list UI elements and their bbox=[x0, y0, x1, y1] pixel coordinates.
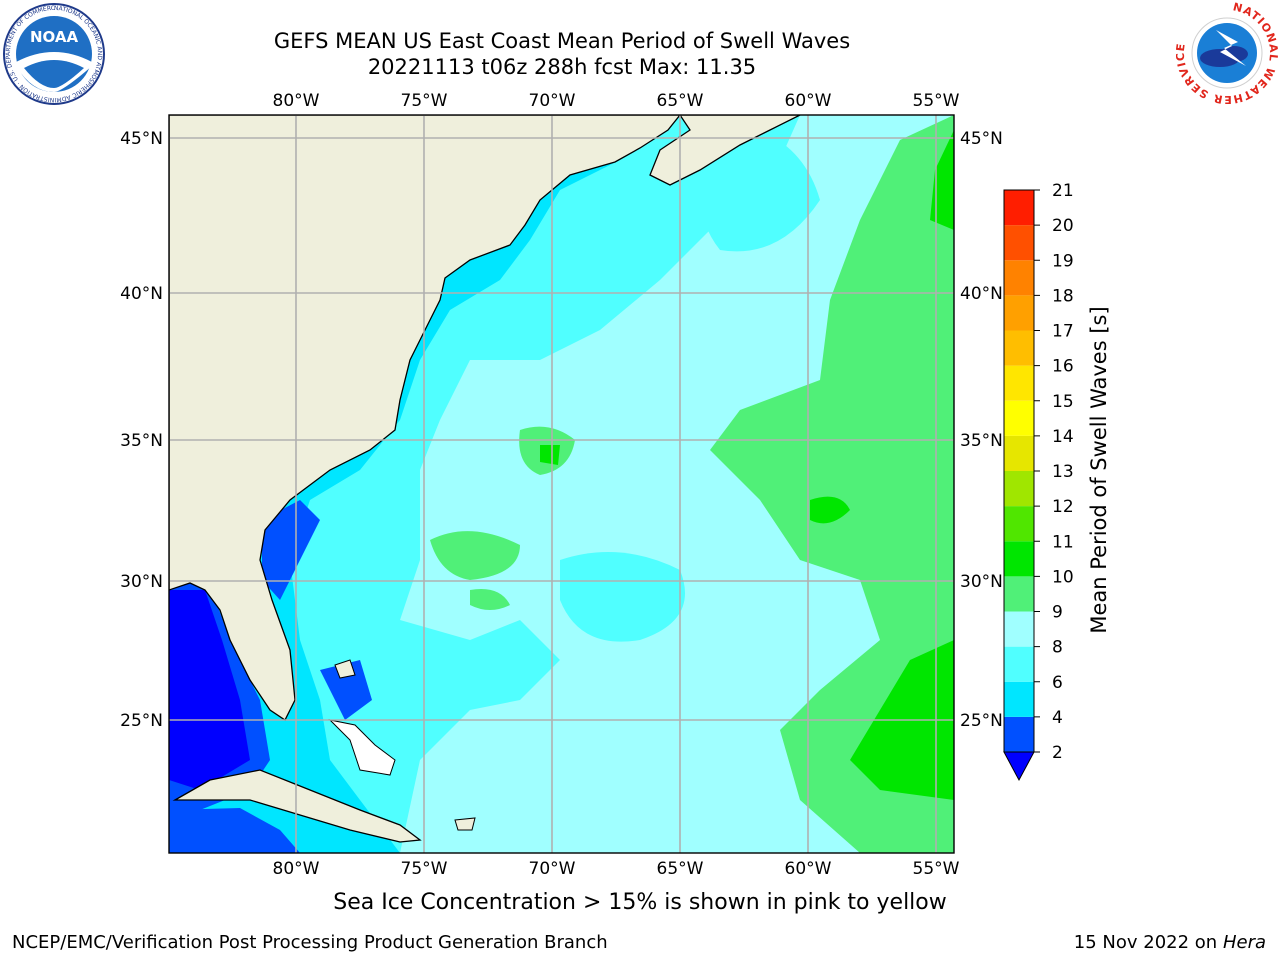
colorbar-tick-label: 10 bbox=[1052, 567, 1074, 587]
colorbar-tick-label: 15 bbox=[1052, 392, 1074, 412]
colorbar-label: Mean Period of Swell Waves [s] bbox=[1087, 306, 1111, 633]
swell-10-11-patch bbox=[810, 496, 850, 524]
svg-text:45°N: 45°N bbox=[960, 129, 1003, 149]
lat-labels-right: 45°N 40°N 35°N 30°N 25°N bbox=[960, 129, 1003, 731]
svg-text:80°W: 80°W bbox=[273, 91, 320, 111]
svg-text:65°W: 65°W bbox=[657, 859, 704, 879]
colorbar-segment bbox=[1004, 400, 1034, 436]
svg-text:40°N: 40°N bbox=[120, 284, 163, 304]
colorbar-extend-arrow bbox=[1003, 751, 1035, 782]
colorbar-tick-label: 2 bbox=[1052, 743, 1063, 763]
svg-text:25°N: 25°N bbox=[120, 711, 163, 731]
colorbar-segment bbox=[1004, 365, 1034, 401]
swell-2-4-region bbox=[169, 808, 300, 853]
colorbar-tick-label: 16 bbox=[1052, 357, 1074, 377]
colorbar-tick-label: 18 bbox=[1052, 286, 1074, 306]
svg-text:NOAA: NOAA bbox=[30, 28, 79, 46]
land-bahamas bbox=[334, 659, 356, 679]
swell-9-10-patch bbox=[430, 531, 520, 580]
colorbar: 2 4 6 8 9 10 11 12 13 14 15 16 17 18 19 20 21 bbox=[1003, 181, 1074, 782]
colorbar-tick-label: 8 bbox=[1052, 638, 1063, 658]
colorbar-tick-label: 12 bbox=[1052, 497, 1074, 517]
svg-text:35°N: 35°N bbox=[960, 431, 1003, 451]
swell-below-2-region bbox=[169, 590, 250, 790]
colorbar-tick-label: 9 bbox=[1052, 603, 1063, 623]
noaa-logo: NOAA NATIONAL OCEANIC AND ATMOSPHERIC AD… bbox=[2, 2, 105, 105]
svg-text:40°N: 40°N bbox=[960, 284, 1003, 304]
colorbar-tick-label: 6 bbox=[1052, 673, 1063, 693]
colorbar-tick-label: 13 bbox=[1052, 462, 1074, 482]
colorbar-segment bbox=[1004, 260, 1034, 296]
svg-text:55°W: 55°W bbox=[913, 91, 960, 111]
svg-text:55°W: 55°W bbox=[913, 859, 960, 879]
lon-labels-bottom: 80°W 75°W 70°W 65°W 60°W 55°W bbox=[273, 859, 960, 879]
svg-text:30°N: 30°N bbox=[120, 572, 163, 592]
swell-2-4-patch bbox=[320, 660, 372, 720]
footer-date: 15 Nov 2022 on Hera bbox=[1073, 932, 1266, 953]
colorbar-tick-label: 20 bbox=[1052, 216, 1074, 236]
colorbar-segment bbox=[1004, 541, 1034, 577]
land-islands bbox=[454, 817, 476, 831]
svg-text:65°W: 65°W bbox=[657, 91, 704, 111]
svg-text:75°W: 75°W bbox=[401, 859, 448, 879]
footer-credit: NCEP/EMC/Verification Post Processing Pr… bbox=[12, 932, 608, 953]
colorbar-segment bbox=[1004, 190, 1034, 226]
svg-text:70°W: 70°W bbox=[529, 91, 576, 111]
colorbar-segment bbox=[1004, 295, 1034, 331]
colorbar-segment bbox=[1004, 435, 1034, 471]
svg-text:75°W: 75°W bbox=[401, 91, 448, 111]
swell-2-4-region bbox=[262, 500, 320, 600]
map-frame bbox=[168, 114, 955, 854]
swell-10-11-patch bbox=[540, 445, 560, 465]
colorbar-segment bbox=[1004, 576, 1034, 612]
colorbar-segment bbox=[1004, 506, 1034, 542]
colorbar-tick-label: 17 bbox=[1052, 322, 1074, 342]
colorbar-tick-label: 19 bbox=[1052, 251, 1074, 271]
chart-title: GEFS MEAN US East Coast Mean Period of S… bbox=[273, 29, 851, 53]
swell-6-8-patch bbox=[560, 552, 685, 642]
sea-ice-note: Sea Ice Concentration > 15% is shown in … bbox=[333, 890, 947, 915]
colorbar-segment bbox=[1004, 225, 1034, 261]
svg-text:25°N: 25°N bbox=[960, 711, 1003, 731]
swell-9-10-patch bbox=[470, 589, 510, 610]
colorbar-tick-label: 11 bbox=[1052, 532, 1074, 552]
colorbar-segment bbox=[1004, 330, 1034, 366]
colorbar-segment bbox=[1004, 646, 1034, 682]
lon-labels-top: 80°W 75°W 70°W 65°W 60°W 55°W bbox=[273, 91, 960, 111]
colorbar-tick-label: 21 bbox=[1052, 181, 1074, 201]
colorbar-tick-label: 4 bbox=[1052, 708, 1063, 728]
svg-text:80°W: 80°W bbox=[273, 859, 320, 879]
colorbar-segment bbox=[1004, 471, 1034, 507]
colorbar-segment bbox=[1004, 611, 1034, 647]
lat-labels-left: 45°N 40°N 35°N 30°N 25°N bbox=[120, 129, 163, 731]
colorbar-tick-label: 14 bbox=[1052, 427, 1074, 447]
svg-text:60°W: 60°W bbox=[785, 859, 832, 879]
svg-text:35°N: 35°N bbox=[120, 431, 163, 451]
graticule bbox=[169, 115, 954, 853]
swell-6-8-patch bbox=[700, 120, 820, 252]
chart-subtitle: 20221113 t06z 288h fcst Max: 11.35 bbox=[367, 55, 757, 79]
svg-text:45°N: 45°N bbox=[120, 129, 163, 149]
svg-text:70°W: 70°W bbox=[529, 859, 576, 879]
colorbar-segment bbox=[1004, 716, 1034, 752]
land-bahamas bbox=[328, 719, 396, 776]
svg-text:60°W: 60°W bbox=[785, 91, 832, 111]
nws-logo: NATIONAL WEATHER SERVICE bbox=[1176, 2, 1278, 104]
swell-9-10-region bbox=[710, 115, 954, 853]
land-nova-scotia bbox=[649, 115, 801, 186]
land-cuba bbox=[172, 769, 422, 843]
colorbar-segment bbox=[1004, 681, 1034, 717]
svg-text:30°N: 30°N bbox=[960, 572, 1003, 592]
